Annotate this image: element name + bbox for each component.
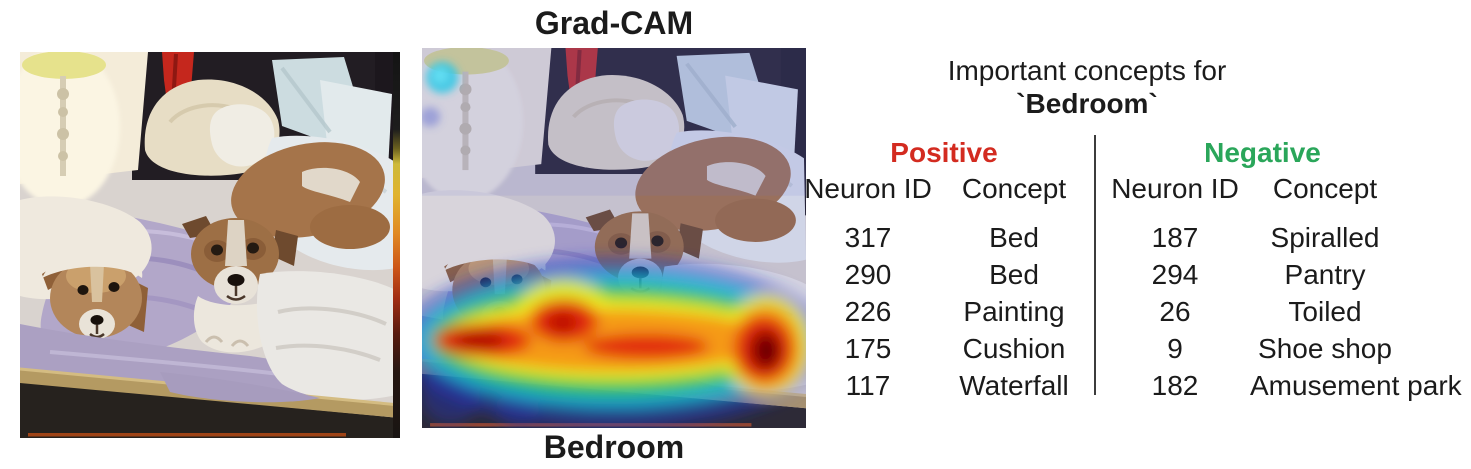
table-row: 175 Cushion (798, 330, 1090, 367)
neuron-id-cell: 187 (1151, 222, 1199, 253)
table-row: 187 Spiralled (1100, 219, 1400, 256)
table-row: 294 Pantry (1100, 256, 1400, 293)
big-dog-art (182, 216, 298, 353)
table-divider (1094, 135, 1096, 395)
positive-rows: 317 Bed 290 Bed 226 Painting 175 Cushion… (798, 219, 1090, 404)
table-row: 117 Waterfall (798, 367, 1090, 404)
concepts-title-line1: Important concepts for (947, 55, 1227, 86)
positive-column-headers: Neuron ID Concept (798, 170, 1090, 207)
neuron-id-cell: 294 (1151, 259, 1199, 290)
positive-neuron-id-column-header: Neuron ID (804, 173, 932, 204)
positive-header: Positive (890, 137, 998, 168)
neuron-id-cell: 290 (844, 259, 892, 290)
negative-column-headers: Neuron ID Concept (1100, 170, 1400, 207)
table-row: 26 Toiled (1100, 293, 1400, 330)
neuron-id-cell: 26 (1159, 296, 1191, 327)
neuron-id-cell: 117 (845, 370, 891, 401)
lamp-art (22, 52, 106, 176)
table-row: 290 Bed (798, 256, 1090, 293)
negative-neuron-id-column-header: Neuron ID (1111, 173, 1239, 204)
negative-concept-column-header: Concept (1272, 173, 1378, 204)
concept-cell: Cushion (962, 333, 1066, 364)
concept-cell: Painting (963, 296, 1065, 327)
gradcam-overlay-art (422, 48, 806, 428)
concept-cell: Bed (989, 222, 1039, 253)
concept-cell: Bed (989, 259, 1039, 290)
original-photo (20, 52, 400, 438)
positive-concept-column-header: Concept (961, 173, 1067, 204)
neuron-id-cell: 9 (1167, 333, 1183, 364)
concepts-title-line2: `Bedroom` (1016, 88, 1158, 119)
heatmap-band (422, 256, 806, 428)
concept-cell: Toiled (1288, 296, 1362, 327)
concept-cell: Pantry (1284, 259, 1366, 290)
neuron-id-cell: 226 (844, 296, 892, 327)
table-row: 226 Painting (798, 293, 1090, 330)
neuron-id-cell: 175 (844, 333, 892, 364)
negative-header: Negative (1204, 137, 1321, 168)
neuron-id-cell: 317 (844, 222, 892, 253)
colorbar-strip (393, 52, 400, 438)
negative-rows: 187 Spiralled 294 Pantry 26 Toiled 9 Sho… (1100, 219, 1462, 404)
table-row: 182 Amusement park (1100, 367, 1462, 404)
concept-cell: Spiralled (1270, 222, 1380, 253)
neuron-id-cell: 182 (1151, 370, 1199, 401)
concept-cell: Shoe shop (1258, 333, 1392, 364)
heatmap-corner-blob (422, 61, 459, 127)
concept-cell: Waterfall (959, 370, 1069, 401)
gradcam-prediction-label: Bedroom (543, 429, 685, 465)
gradcam-title: Grad-CAM (534, 5, 694, 41)
gradcam-heatmap-image (422, 48, 806, 428)
table-row: 317 Bed (798, 219, 1090, 256)
concept-cell: Amusement park (1250, 370, 1462, 401)
table-row: 9 Shoe shop (1100, 330, 1400, 367)
bedroom-scene-art (20, 52, 400, 438)
